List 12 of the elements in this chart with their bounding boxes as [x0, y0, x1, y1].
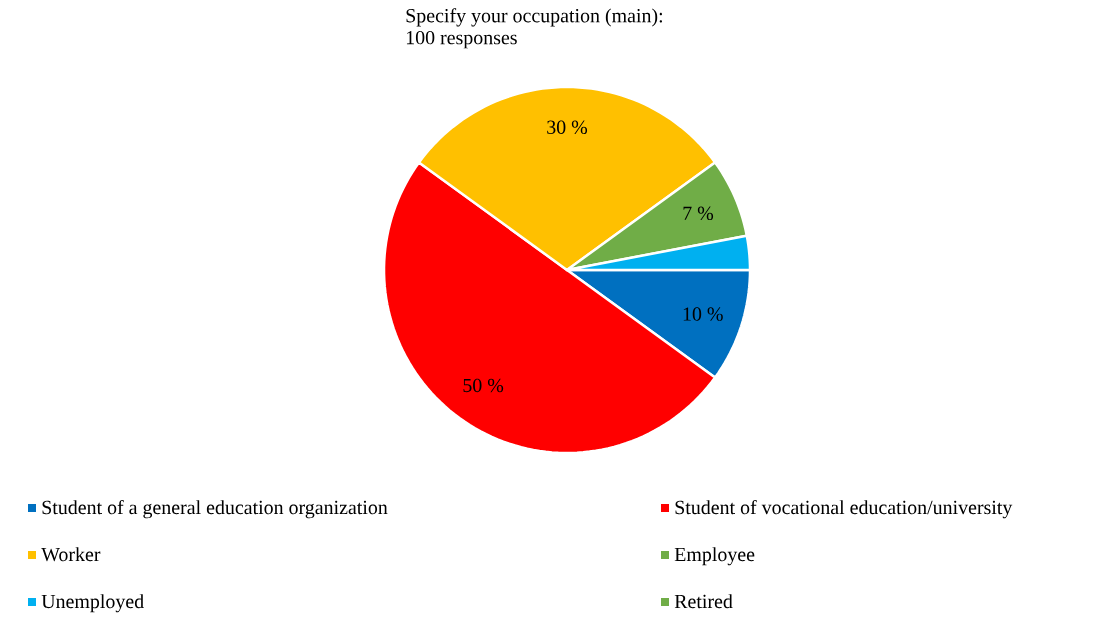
legend-label: Worker — [41, 547, 101, 562]
legend-label: Employee — [674, 547, 755, 566]
legend-label: Student of vocational education/university — [675, 499, 1013, 519]
chart-title: Specify your occupation (main): — [406, 8, 663, 27]
data-label: 30 % — [547, 120, 588, 134]
data-label: 7 % — [683, 206, 714, 221]
data-label: 50 % — [463, 378, 504, 393]
legend-label: Student of a general education organization — [42, 499, 388, 519]
legend-label: Unemployed — [41, 594, 144, 613]
legend-label: Retired — [674, 594, 733, 609]
chart-subtitle: 100 responses — [406, 30, 517, 49]
data-label: 10 % — [683, 307, 723, 321]
